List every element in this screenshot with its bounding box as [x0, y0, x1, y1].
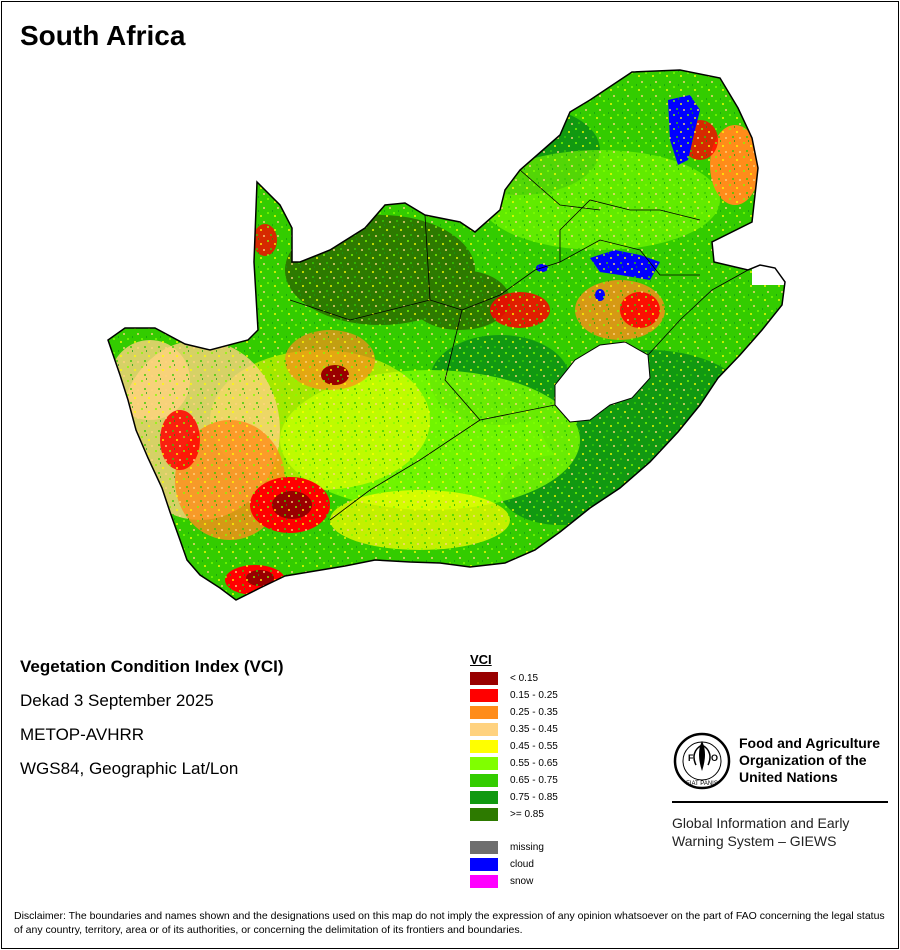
vci-legend: VCI < 0.15 0.15 - 0.25 0.25 - 0.35 0.35 … [470, 652, 558, 890]
legend-item: 0.25 - 0.35 [470, 704, 558, 721]
disclaimer: Disclaimer: The boundaries and names sho… [14, 910, 885, 936]
org-name-line: Organization of the [739, 752, 867, 768]
legend-item: 0.35 - 0.45 [470, 721, 558, 738]
giews-line: Warning System – GIEWS [672, 833, 837, 849]
legend-item: 0.75 - 0.85 [470, 789, 558, 806]
legend-label: 0.45 - 0.55 [510, 741, 558, 752]
map-title: South Africa [20, 20, 186, 51]
legend-swatch [470, 757, 498, 770]
projection-label: WGS84, Geographic Lat/Lon [20, 759, 239, 778]
legend-label: snow [510, 876, 534, 887]
org-name-line: Food and Agriculture [739, 735, 881, 751]
fao-logo: F O FIAT PANIS [673, 732, 731, 790]
legend-item-cloud: cloud [470, 856, 558, 873]
divider [672, 801, 888, 803]
legend-label: 0.55 - 0.65 [510, 758, 558, 769]
legend-swatch [470, 689, 498, 702]
legend-swatch [470, 774, 498, 787]
legend-swatch [470, 706, 498, 719]
logo-text: F [688, 753, 694, 763]
legend-label: 0.35 - 0.45 [510, 724, 558, 735]
map-info: Vegetation Condition Index (VCI) Dekad 3… [20, 655, 284, 781]
organization-name: Food and Agriculture Organization of the… [739, 735, 889, 786]
legend-item: < 0.15 [470, 670, 558, 687]
legend-item: 0.15 - 0.25 [470, 687, 558, 704]
legend-item: 0.55 - 0.65 [470, 755, 558, 772]
legend-label: >= 0.85 [510, 809, 544, 820]
legend-label: 0.15 - 0.25 [510, 690, 558, 701]
sensor-label: METOP-AVHRR [20, 725, 145, 744]
index-title: Vegetation Condition Index (VCI) [20, 657, 284, 676]
legend-swatch [470, 808, 498, 821]
legend-item-snow: snow [470, 873, 558, 890]
vci-map [107, 69, 786, 601]
legend-item: 0.65 - 0.75 [470, 772, 558, 789]
org-name-line: United Nations [739, 769, 838, 785]
legend-swatch [470, 672, 498, 685]
legend-label: cloud [510, 859, 534, 870]
legend-title: VCI [470, 652, 492, 667]
legend-swatch [470, 740, 498, 753]
legend-label: 0.65 - 0.75 [510, 775, 558, 786]
legend-item: 0.45 - 0.55 [470, 738, 558, 755]
legend-swatch [470, 791, 498, 804]
dekad-label: Dekad 3 September 2025 [20, 691, 214, 710]
giews-label: Global Information and Early Warning Sys… [672, 814, 887, 850]
legend-label: < 0.15 [510, 673, 539, 684]
legend-item: >= 0.85 [470, 806, 558, 823]
legend-label: 0.75 - 0.85 [510, 792, 558, 803]
legend-swatch [470, 723, 498, 736]
country-outline [107, 69, 786, 601]
legend-label: 0.25 - 0.35 [510, 707, 558, 718]
giews-line: Global Information and Early [672, 815, 850, 831]
legend-swatch [470, 858, 498, 871]
legend-item-missing: missing [470, 839, 558, 856]
legend-swatch [470, 875, 498, 888]
legend-label: missing [510, 842, 544, 853]
legend-swatch [470, 841, 498, 854]
vci-raster [108, 70, 785, 600]
logo-text: O [711, 753, 718, 763]
logo-motto: FIAT PANIS [686, 781, 718, 787]
